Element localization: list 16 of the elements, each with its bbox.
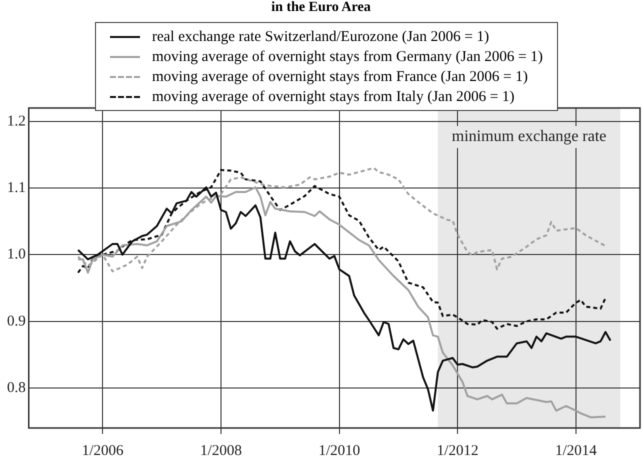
x-tick-label: 1/2006 xyxy=(82,442,124,459)
y-tick-label: 1.0 xyxy=(7,246,26,263)
x-tick-label: 1/2008 xyxy=(200,442,242,459)
y-tick-label: 1.1 xyxy=(7,180,26,196)
y-tick-label: 0.9 xyxy=(7,313,26,330)
legend-label: moving average of overnight stays from Italy (Jan 2006 = 1) xyxy=(152,88,515,107)
legend-label: moving average of overnight stays from France (Jan 2006 = 1) xyxy=(152,68,528,87)
legend-label: real exchange rate Switzerland/Eurozone (Jan 2006 = 1) xyxy=(152,28,490,47)
y-tick-label: 0.8 xyxy=(7,380,26,396)
x-tick-label: 1/2012 xyxy=(436,442,478,459)
x-tick-label: 1/2014 xyxy=(555,442,598,459)
band-label: minimum exchange rate xyxy=(452,128,606,146)
legend-label: moving average of overnight stays from Germany (Jan 2006 = 1) xyxy=(152,48,543,67)
chart-title: in the Euro Area xyxy=(270,0,372,16)
x-tick-label: 1/2010 xyxy=(318,442,360,459)
y-tick-label: 1.2 xyxy=(7,113,26,130)
